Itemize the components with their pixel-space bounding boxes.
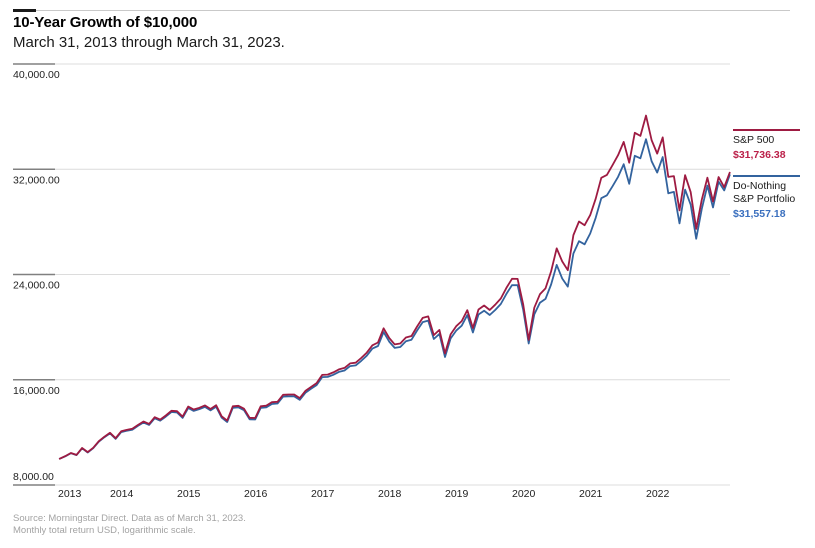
footer-note: Monthly total return USD, logarithmic sc…	[13, 524, 196, 536]
y-tick-label: 24,000.00	[13, 280, 60, 292]
x-tick-label: 2022	[646, 488, 670, 500]
do-nothing-legend-value: $31,557.18	[733, 207, 786, 220]
sp500-legend-value: $31,736.38	[733, 148, 786, 161]
x-tick-label: 2020	[512, 488, 536, 500]
do-nothing-legend-line	[733, 174, 800, 177]
y-tick-label: 32,000.00	[13, 174, 60, 186]
legend: S&P 500 $31,736.38 Do-Nothing S&P Portfo…	[733, 129, 813, 221]
chart-title: 10-Year Growth of $10,000	[13, 14, 198, 31]
x-tick-label: 2018	[378, 488, 402, 500]
do-nothing-line	[58, 138, 731, 460]
header-rule	[13, 9, 790, 12]
y-tick-label: 40,000.00	[13, 69, 60, 81]
sp500-legend-label: S&P 500	[733, 134, 775, 146]
x-tick-label: 2021	[579, 488, 603, 500]
x-tick-label: 2017	[311, 488, 335, 500]
header-rule-accent	[13, 9, 36, 12]
y-tick-label: 8,000.00	[13, 471, 54, 483]
sp500-legend-line	[733, 129, 800, 131]
footer: Source: Morningstar Direct. Data as of M…	[13, 513, 246, 536]
x-tick-label: 2019	[445, 488, 469, 500]
x-tick-label: 2015	[177, 488, 201, 500]
legend-item-sp500: S&P 500 $31,736.38	[733, 129, 813, 162]
y-tick-label: 16,000.00	[13, 385, 60, 397]
legend-item-do-nothing: Do-Nothing S&P Portfolio $31,557.18	[733, 174, 813, 221]
x-tick-label: 2013	[58, 488, 82, 500]
do-nothing-legend-label: Do-Nothing S&P Portfolio	[733, 179, 796, 206]
x-tick-label: 2016	[244, 488, 268, 500]
footer-source: Source: Morningstar Direct. Data as of M…	[13, 513, 246, 524]
chart-subtitle: March 31, 2013 through March 31, 2023.	[13, 34, 285, 51]
sp500-line	[58, 114, 731, 460]
x-tick-label: 2014	[110, 488, 134, 500]
